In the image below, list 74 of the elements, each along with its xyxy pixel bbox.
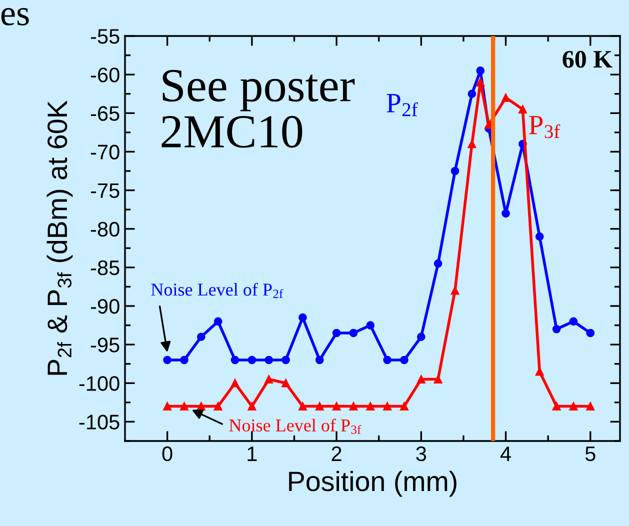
point	[366, 321, 375, 330]
y-tick-label: -80	[90, 222, 120, 237]
x-tick-label: 3	[416, 446, 426, 462]
point	[264, 375, 274, 384]
point	[468, 90, 476, 98]
point	[416, 332, 426, 342]
x-tick-label: 0	[162, 446, 172, 462]
point	[332, 328, 341, 338]
point	[502, 209, 510, 218]
point	[315, 402, 324, 410]
point	[366, 402, 375, 410]
point	[196, 332, 206, 342]
series-label: P$_{2f}$	[386, 94, 418, 116]
y-tick-label: -95	[90, 338, 120, 352]
annotation: Noise Level of P$_{3f}$	[229, 418, 362, 434]
annotation: Noise Level of P$_{2f}$	[151, 282, 284, 298]
point	[332, 402, 341, 410]
point	[298, 402, 307, 410]
point	[214, 317, 222, 326]
y-tick-label: -100	[79, 376, 120, 391]
y-tick-label: -105	[79, 414, 120, 430]
point	[282, 378, 290, 388]
point	[214, 402, 222, 410]
point	[552, 402, 561, 410]
point	[569, 317, 578, 326]
point	[230, 356, 240, 364]
x-axis-title: Position (mm)	[289, 470, 456, 497]
x-tick-label: 4	[500, 446, 511, 461]
x-tick-label: 1	[248, 446, 257, 461]
point	[518, 105, 527, 114]
text: es	[1, 8, 29, 26]
y-tick-label: -70	[90, 144, 120, 160]
point	[180, 356, 188, 364]
point	[434, 259, 442, 268]
point	[468, 140, 476, 148]
point	[383, 356, 392, 364]
point	[476, 66, 485, 75]
y-tick-label: -55	[90, 29, 120, 44]
point	[383, 402, 392, 410]
point	[315, 356, 324, 364]
point	[400, 356, 408, 364]
y-axis-title: P$_{2f}$ & P$_{3f}$ (dBm) at 60K	[46, 100, 73, 375]
point	[476, 78, 485, 86]
x-tick-label: 2	[332, 446, 342, 461]
y-tick-label: -90	[90, 299, 120, 314]
point	[502, 94, 510, 102]
x-tick-label: 5	[585, 446, 596, 462]
point	[586, 328, 595, 338]
point	[248, 356, 256, 364]
point	[569, 402, 578, 410]
y-tick-label: -85	[90, 260, 120, 276]
point	[416, 375, 426, 384]
point	[180, 402, 188, 410]
point	[349, 328, 358, 338]
point	[400, 402, 408, 410]
point	[264, 356, 274, 364]
point	[282, 356, 290, 364]
point	[450, 166, 460, 176]
point	[535, 232, 544, 241]
point	[298, 313, 307, 322]
series-label: P$_{3f}$	[529, 116, 560, 138]
point	[349, 402, 358, 410]
y-tick-label: -60	[90, 68, 120, 82]
point	[434, 375, 442, 384]
point	[586, 402, 595, 410]
annotation: 60 K	[562, 50, 612, 68]
point	[163, 356, 172, 364]
y-tick-label: -75	[90, 184, 120, 198]
y-tick-label: -65	[90, 106, 120, 121]
point	[248, 402, 256, 410]
point	[163, 402, 172, 410]
point	[230, 378, 240, 388]
point	[552, 324, 561, 334]
annotation: See poster 2MC10	[162, 70, 355, 148]
